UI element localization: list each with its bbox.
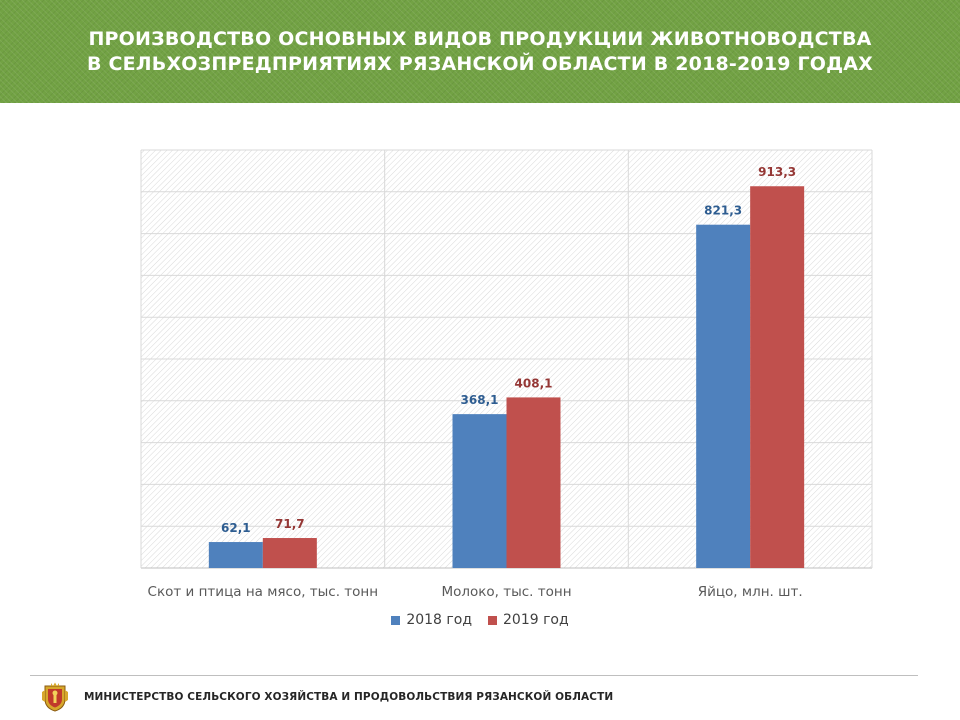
- legend-swatch-2019: [488, 615, 497, 625]
- page-title-line-2: В СЕЛЬХОЗПРЕДПРИЯТИЯХ РЯЗАНСКОЙ ОБЛАСТИ …: [86, 52, 874, 75]
- category-label: Скот и птица на мясо, тыс. тонн: [148, 584, 379, 600]
- bar-2018: [452, 414, 507, 568]
- data-label: 821,3: [704, 204, 742, 218]
- bar-2018: [208, 542, 263, 568]
- bar-2019: [750, 186, 805, 568]
- ryazan-coat-of-arms-icon: [42, 682, 68, 712]
- category-label: Молоко, тыс. тонн: [441, 584, 571, 600]
- bar-2019: [262, 538, 317, 568]
- category-label: Яйцо, млн. шт.: [698, 584, 803, 600]
- bar-2019: [506, 397, 561, 568]
- footer-divider: [30, 675, 918, 676]
- data-label: 408,1: [515, 376, 553, 390]
- bar-2018: [696, 224, 751, 568]
- legend-item-2019: 2019 год: [488, 612, 569, 628]
- data-label: 71,7: [275, 517, 305, 531]
- data-label: 913,3: [758, 165, 796, 179]
- footer: МИНИСТЕРСТВО СЕЛЬСКОГО ХОЗЯЙСТВА И ПРОДО…: [42, 682, 613, 712]
- legend-label-2018: 2018 год: [406, 612, 472, 628]
- page-title-line-1: ПРОИЗВОДСТВО ОСНОВНЫХ ВИДОВ ПРОДУКЦИИ ЖИ…: [88, 27, 872, 50]
- title-banner: ПРОИЗВОДСТВО ОСНОВНЫХ ВИДОВ ПРОДУКЦИИ ЖИ…: [0, 0, 960, 103]
- legend-label-2019: 2019 год: [503, 612, 569, 628]
- data-label: 368,1: [461, 393, 499, 407]
- chart-legend: 2018 год 2019 год: [0, 612, 960, 628]
- data-label: 62,1: [221, 521, 251, 535]
- footer-ministry-name: МИНИСТЕРСТВО СЕЛЬСКОГО ХОЗЯЙСТВА И ПРОДО…: [84, 691, 614, 703]
- legend-swatch-2018: [391, 615, 401, 625]
- legend-item-2018: 2018 год: [391, 612, 472, 628]
